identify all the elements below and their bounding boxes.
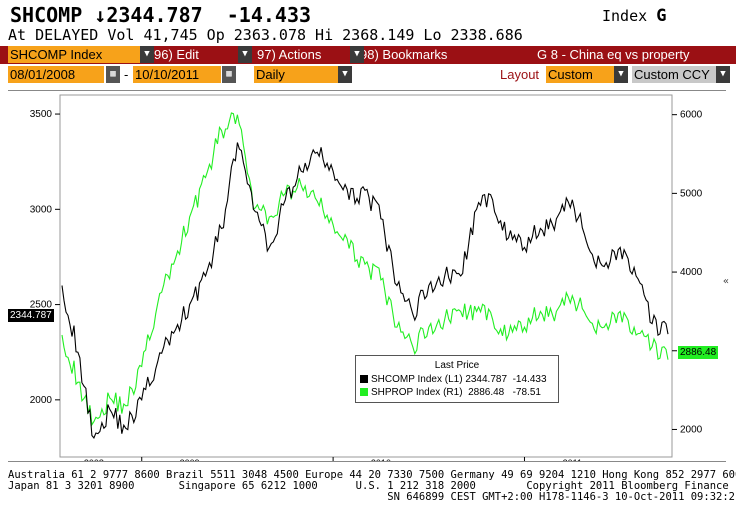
chart-area[interactable]: 3500300025002000600050004000300020002008…	[8, 90, 726, 468]
right-tick-label: 5000	[680, 188, 703, 199]
legend-chg-shcomp: -14.433	[512, 374, 547, 385]
right-tick-label: 4000	[680, 267, 703, 278]
right-tick-label: 2000	[680, 424, 703, 435]
left-tick-label: 2500	[30, 300, 53, 311]
security-header: SHCOMP ↓2344.787 -14.433 Index G At DELA…	[0, 0, 736, 44]
ticker-symbol: SHCOMP	[10, 3, 83, 27]
series-line-shprop	[61, 112, 669, 427]
layout-dropdown-icon[interactable]: ▼	[614, 66, 628, 83]
legend-last-shprop: 2886.48	[468, 387, 505, 398]
legend-swatch-shprop	[360, 388, 368, 397]
graph-title: G 8 - China eq vs property	[537, 47, 690, 62]
calendar-start-icon[interactable]: ▦	[106, 66, 120, 83]
periodicity-select[interactable]: Daily	[254, 66, 338, 83]
price-change: -14.433	[226, 3, 312, 27]
legend-name-shprop: SHPROP Index	[371, 387, 441, 398]
legend-name-shcomp: SHCOMP Index	[371, 374, 442, 385]
function-label: Index G	[602, 6, 666, 26]
security-field[interactable]: SHCOMP Index	[8, 46, 140, 63]
right-last-price-tag: 2886.48	[678, 346, 719, 359]
x-axis-label: 2009	[180, 458, 200, 461]
end-date-input[interactable]: 10/10/2011	[133, 66, 221, 83]
edit-menu[interactable]: 96) Edit	[154, 47, 199, 62]
x-axis-label: 2010	[371, 458, 391, 461]
layout-label: Layout	[500, 67, 540, 82]
currency-dropdown-icon[interactable]: ▼	[716, 66, 730, 83]
calendar-end-icon[interactable]: ▦	[222, 66, 236, 83]
layout-select[interactable]: Custom	[546, 66, 614, 83]
x-axis-label: 2008	[84, 458, 104, 461]
security-dropdown-icon[interactable]: ▼	[140, 46, 154, 63]
date-range-bar: 08/01/2008 ▦ - 10/10/2011 ▦ Daily ▼ Layo…	[0, 64, 736, 84]
legend-swatch-shcomp	[360, 375, 368, 384]
periodicity-dropdown-icon[interactable]: ▼	[338, 66, 352, 83]
ticker-line: SHCOMP ↓2344.787 -14.433	[10, 3, 311, 27]
price-chart[interactable]: 3500300025002000600050004000300020002008…	[8, 91, 726, 468]
legend-row-shcomp: SHCOMP Index (L1) 2344.787 -14.433	[360, 374, 547, 385]
bookmarks-menu[interactable]: 98) Bookmarks	[360, 47, 448, 62]
left-last-price-tag: 2344.787	[8, 309, 54, 322]
actions-menu[interactable]: 97) Actions	[257, 47, 322, 62]
left-tick-label: 2000	[30, 395, 53, 406]
legend-axis-shcomp: (L1)	[444, 374, 463, 385]
command-bar: SHCOMP Index 96) Edit 97) Actions 98) Bo…	[0, 46, 736, 64]
left-tick-label: 3500	[30, 109, 53, 120]
legend-chg-shprop: -78.51	[512, 387, 541, 398]
start-date-input[interactable]: 08/01/2008	[8, 66, 104, 83]
function-key: G	[656, 6, 667, 26]
chart-legend: Last Price SHCOMP Index (L1) 2344.787 -1…	[355, 355, 559, 403]
footer-contacts: Australia 61 2 9777 8600 Brazil 5511 304…	[8, 469, 736, 503]
x-axis-label: 2011	[563, 458, 582, 461]
legend-axis-shprop: (R1)	[443, 387, 463, 398]
collapse-panel-icon[interactable]: «	[723, 276, 730, 287]
legend-last-shcomp: 2344.787	[465, 374, 508, 385]
series-line-shcomp	[61, 142, 669, 439]
actions-dropdown-icon[interactable]: ▼	[350, 46, 364, 63]
edit-dropdown-icon[interactable]: ▼	[238, 46, 252, 63]
asset-class: Index	[602, 7, 648, 25]
last-price: ↓2344.787	[94, 3, 203, 27]
date-separator: -	[124, 67, 129, 82]
left-tick-label: 3000	[30, 204, 53, 215]
legend-row-shprop: SHPROP Index (R1) 2886.48 -78.51	[360, 387, 541, 398]
right-tick-label: 6000	[680, 110, 703, 121]
legend-title: Last Price	[434, 360, 480, 371]
currency-select[interactable]: Custom CCY	[632, 66, 718, 83]
quote-line: At DELAYED Vol 41,745 Op 2363.078 Hi 236…	[8, 26, 523, 44]
